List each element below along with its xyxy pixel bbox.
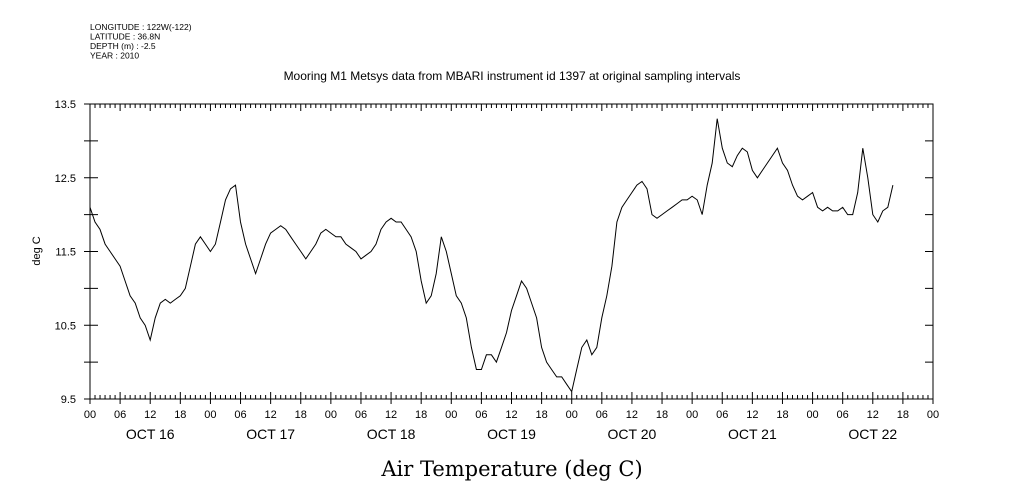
- x-tick-label: 06: [114, 409, 126, 421]
- metadata-header: LONGITUDE : 122W(-122)LATITUDE : 36.8NDE…: [90, 22, 192, 61]
- x-tick-label: 18: [295, 409, 307, 421]
- x-tick-label: 12: [867, 409, 879, 421]
- y-tick-label: 12.5: [55, 173, 76, 185]
- x-tick-label: 06: [475, 409, 487, 421]
- x-tick-label: 00: [445, 409, 457, 421]
- x-tick-label: 12: [265, 409, 277, 421]
- day-label: OCT 16: [126, 426, 175, 442]
- x-tick-label: 00: [566, 409, 578, 421]
- x-tick-label: 12: [626, 409, 638, 421]
- y-tick-label: 13.5: [55, 99, 76, 111]
- x-tick-label: 06: [596, 409, 608, 421]
- x-tick-label: 18: [535, 409, 547, 421]
- y-tick-label: 11.5: [55, 247, 76, 259]
- x-tick-label: 18: [174, 409, 186, 421]
- x-tick-label: 00: [927, 409, 939, 421]
- x-tick-label: 00: [806, 409, 818, 421]
- header-line: DEPTH (m) : -2.5: [90, 41, 156, 51]
- x-tick-label: 18: [415, 409, 427, 421]
- day-label: OCT 17: [246, 426, 295, 442]
- plot-frame: [89, 103, 934, 400]
- header-line: LONGITUDE : 122W(-122): [90, 22, 192, 32]
- y-axis-label: deg C: [31, 236, 43, 265]
- x-tick-label: 06: [837, 409, 849, 421]
- x-tick-label: 18: [656, 409, 668, 421]
- x-tick-label: 00: [84, 409, 96, 421]
- x-tick-label: 06: [234, 409, 246, 421]
- header-line: YEAR : 2010: [90, 51, 139, 61]
- x-tick-label: 12: [144, 409, 156, 421]
- x-tick-label: 12: [505, 409, 517, 421]
- x-tick-label: 06: [716, 409, 728, 421]
- x-tick-label: 00: [325, 409, 337, 421]
- x-tick-label: 18: [897, 409, 909, 421]
- chart-title: Mooring M1 Metsys data from MBARI instru…: [284, 69, 741, 83]
- x-tick-label: 06: [355, 409, 367, 421]
- day-label: OCT 18: [367, 426, 416, 442]
- day-label: OCT 19: [487, 426, 536, 442]
- header-line: LATITUDE : 36.8N: [90, 32, 160, 42]
- y-tick-label: 9.5: [61, 394, 76, 406]
- day-label: OCT 20: [608, 426, 657, 442]
- day-label: OCT 21: [728, 426, 777, 442]
- x-tick-label: 12: [746, 409, 758, 421]
- air-temperature-line: [89, 118, 894, 393]
- x-axis-label: Air Temperature (deg C): [380, 457, 642, 481]
- x-tick-label: 00: [204, 409, 216, 421]
- x-tick-label: 00: [686, 409, 698, 421]
- day-label: OCT 22: [848, 426, 897, 442]
- axis-ticks: [84, 103, 934, 404]
- y-tick-label: 10.5: [55, 320, 76, 332]
- x-tick-label: 12: [385, 409, 397, 421]
- x-tick-label: 18: [776, 409, 788, 421]
